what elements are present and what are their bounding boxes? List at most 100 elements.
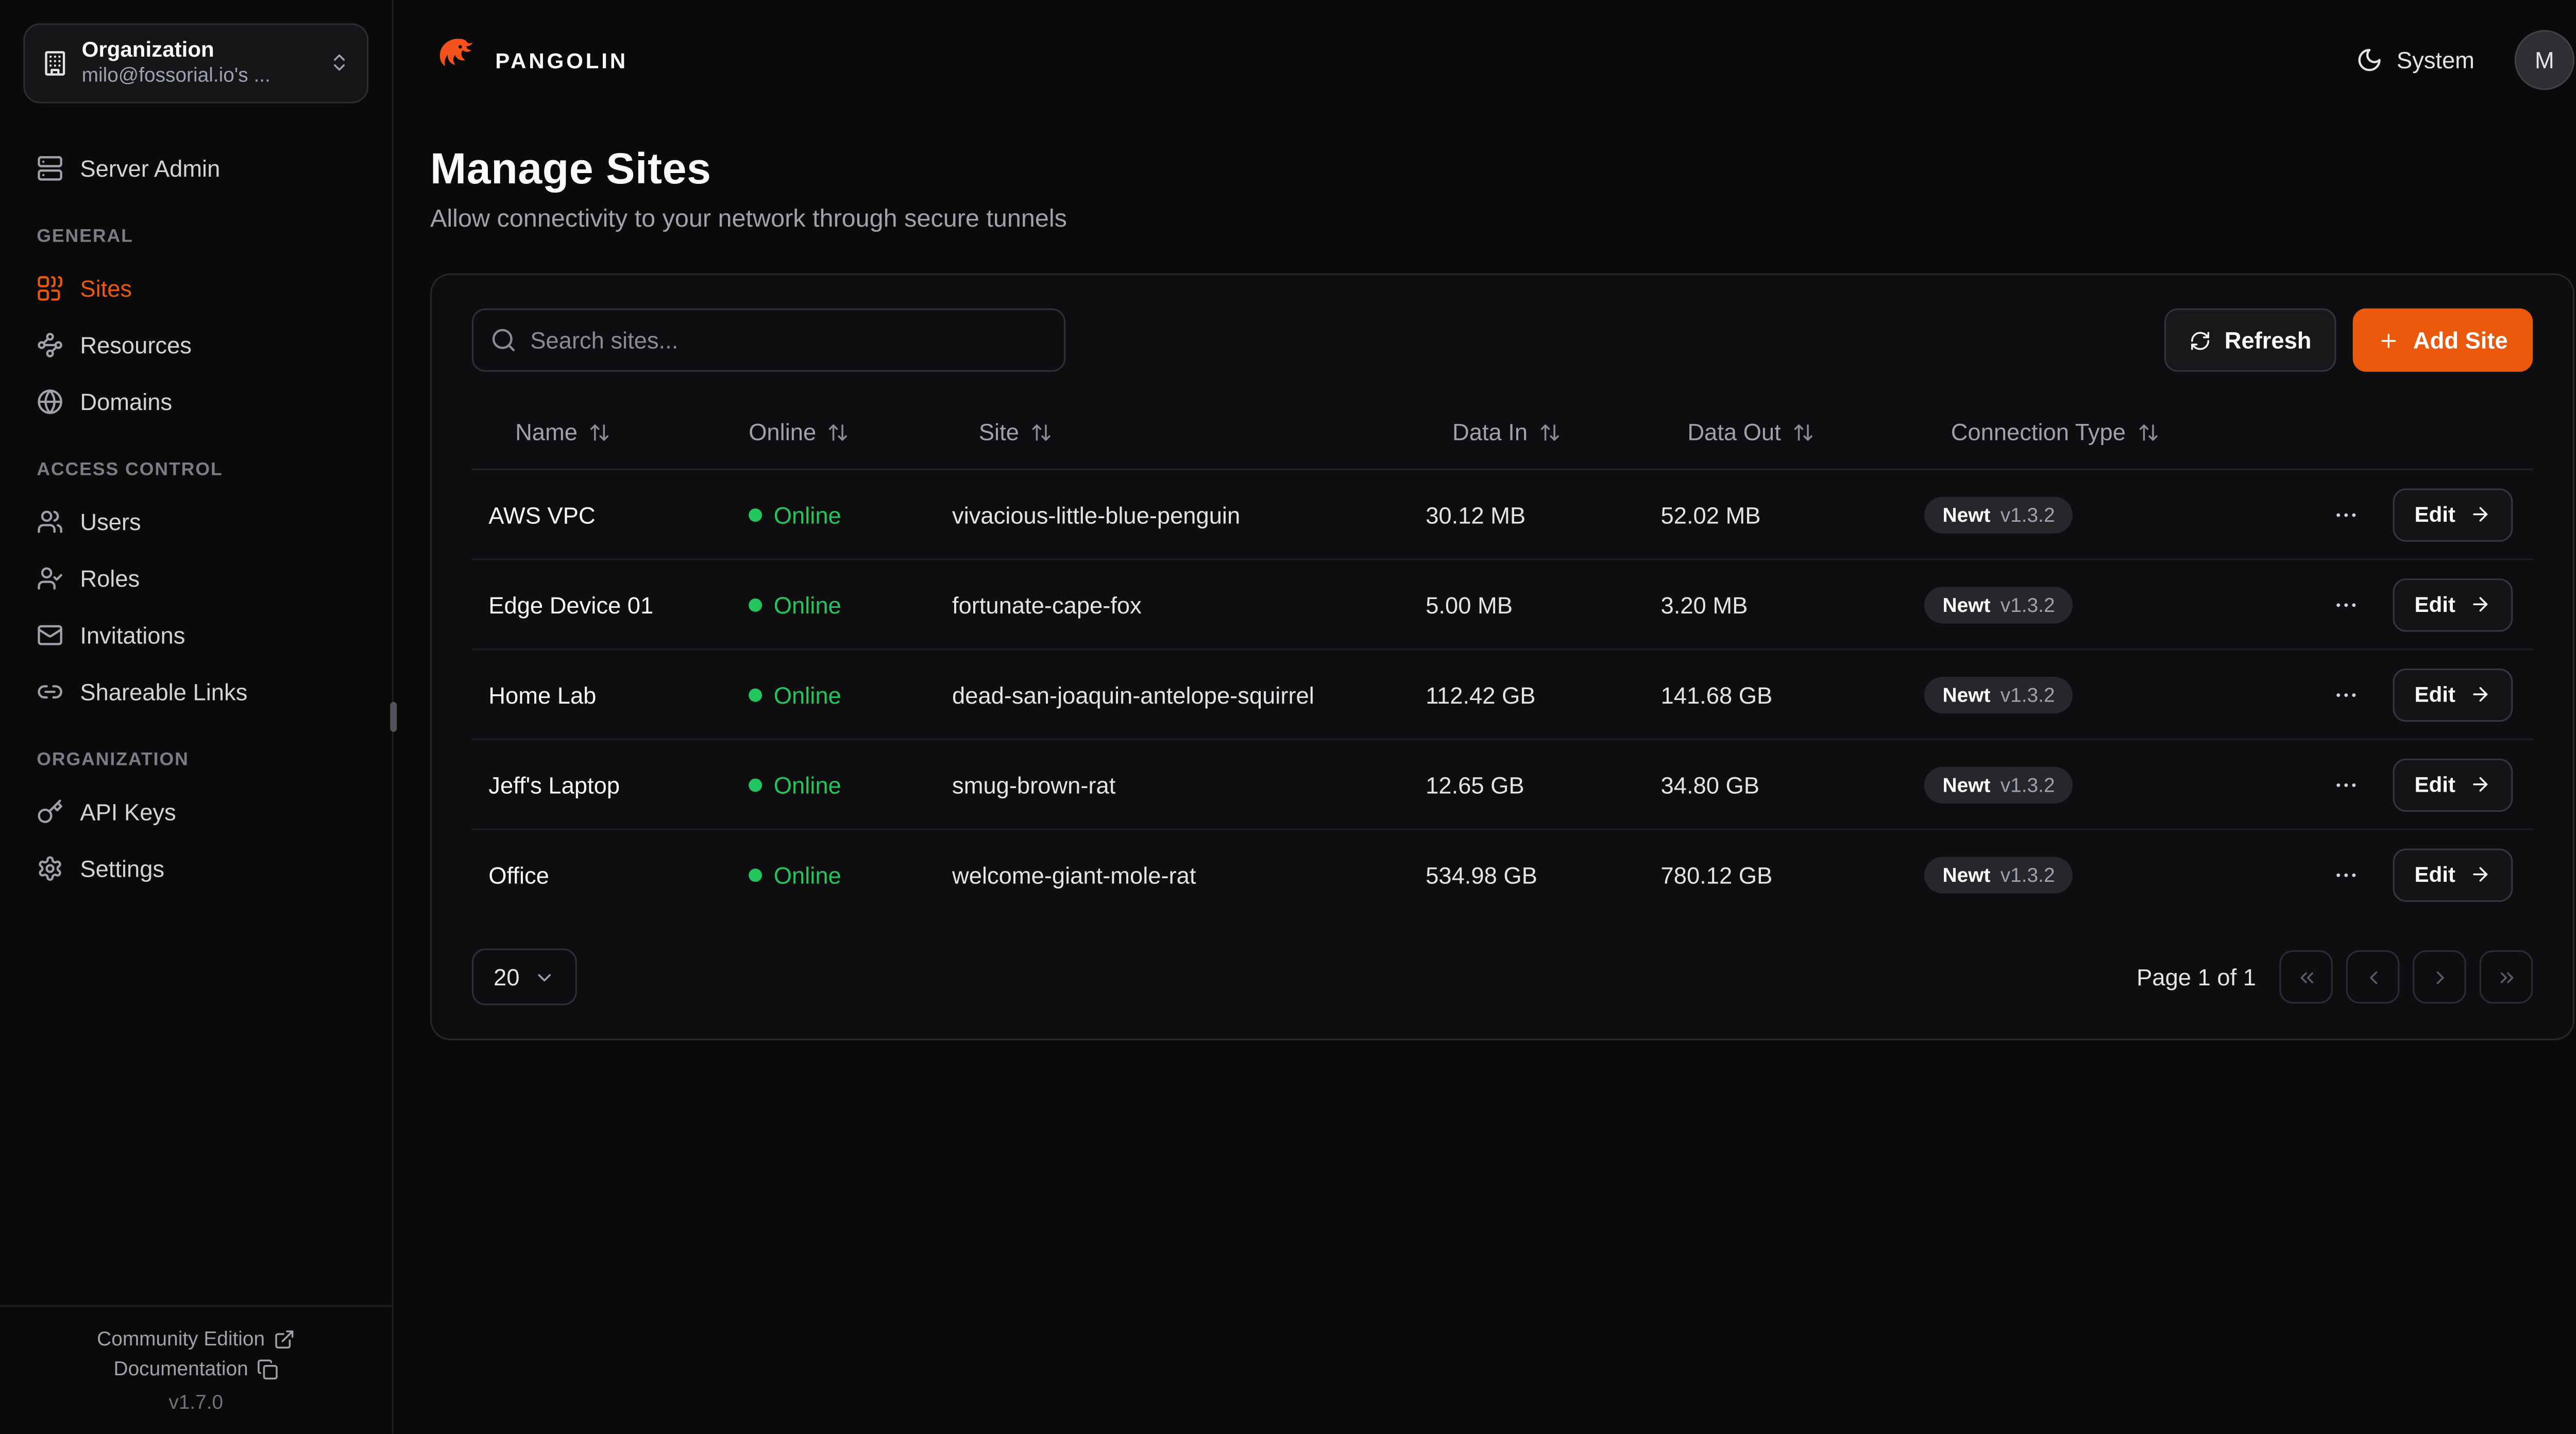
edit-button[interactable]: Edit [2393,577,2512,631]
prev-page-button[interactable] [2346,950,2400,1004]
ellipsis-icon [2336,692,2356,696]
row-menu-button[interactable] [2326,494,2366,535]
online-label: Online [773,861,841,888]
sidebar-item-server-admin[interactable]: Server Admin [23,140,368,196]
page-subtitle: Allow connectivity to your network throu… [430,205,1067,234]
sidebar-footer: Community Edition Documentation v1.7.0 [0,1305,392,1433]
connection-name: Newt [1942,592,1991,616]
edit-button[interactable]: Edit [2393,847,2512,901]
docs-icon [257,1358,278,1379]
connection-name: Newt [1942,862,1991,886]
sidebar-item-roles[interactable]: Roles [23,550,368,607]
row-menu-cell [2326,584,2393,624]
avatar[interactable]: M [2514,30,2575,90]
online-label: Online [773,771,841,798]
edit-button[interactable]: Edit [2393,668,2512,721]
org-picker[interactable]: Organization milo@fossorial.io's ... [23,23,369,104]
online-dot-icon [749,598,762,611]
documentation-link[interactable]: Documentation [114,1357,279,1380]
main-area: PANGOLIN System M Manage Sites Allow con… [394,0,2576,1433]
col-header-online[interactable]: Online [722,418,952,445]
org-title: Organization [81,37,214,62]
chevron-left-icon [2369,970,2377,983]
sidebar-resize-handle[interactable] [390,702,397,732]
ellipsis-icon [2336,602,2356,606]
refresh-label: Refresh [2224,327,2312,354]
connection-version: v1.3.2 [2000,682,2055,706]
col-header-data-in[interactable]: Data In [1426,418,1660,445]
sidebar-item-domains[interactable]: Domains [23,373,368,430]
last-page-button[interactable] [2479,950,2533,1004]
site-tunnel-cell: vivacious-little-blue-penguin [952,501,1241,528]
col-header-data-out[interactable]: Data Out [1661,418,1924,445]
community-edition-link[interactable]: Community Edition [97,1327,295,1351]
row-menu-cell [2326,674,2393,714]
row-menu-button[interactable] [2326,764,2366,805]
col-header-label: Connection Type [1951,418,2126,446]
sidebar-item-settings[interactable]: Settings [23,840,368,897]
sort-icon [1541,423,1560,440]
edit-button[interactable]: Edit [2393,487,2512,541]
page-size-select[interactable]: 20 [471,948,577,1005]
mail-icon [38,625,62,645]
connection-version: v1.3.2 [2000,592,2055,616]
sidebar-item-sites[interactable]: Sites [23,260,368,316]
chevrons-left-icon [2299,971,2313,983]
theme-label: System [2396,46,2475,74]
sidebar-item-label: Users [80,508,141,535]
row-menu-button[interactable] [2326,855,2366,895]
refresh-button[interactable]: Refresh [2164,308,2337,372]
site-tunnel-cell: welcome-giant-mole-rat [952,861,1196,888]
sidebar-item-label: Domains [80,388,173,415]
page-title: Manage Sites [430,143,711,194]
connection-type-cell: Newt v1.3.2 [1924,856,2325,893]
connection-name: Newt [1942,682,1991,706]
brand-logo[interactable]: PANGOLIN [430,35,628,85]
col-header-connection-type[interactable]: Connection Type [1924,418,2325,445]
row-actions-cell: Edit [2393,668,2533,721]
site-tunnel-cell: smug-brown-rat [952,771,1116,798]
data-in-cell: 12.65 GB [1426,771,1524,798]
theme-toggle-button[interactable]: System [2347,45,2485,75]
row-menu-button[interactable] [2326,674,2366,714]
connection-badge: Newt v1.3.2 [1924,766,2074,803]
online-label: Online [773,501,841,528]
plus-icon [2381,333,2397,348]
table-body: AWS VPC Online vivacious-little-blue-pen… [471,470,2533,919]
table-header-row: Name Online Site Data In Data Out Connec… [471,395,2533,470]
search-input[interactable] [471,308,1066,372]
first-page-button[interactable] [2279,950,2333,1004]
sites-table: Name Online Site Data In Data Out Connec… [471,395,2533,919]
online-label: Online [773,591,841,618]
users-icon [38,510,62,533]
ellipsis-icon [2336,782,2356,787]
sidebar-item-api-keys[interactable]: API Keys [23,783,368,840]
sidebar-item-shareable-links[interactable]: Shareable Links [23,663,368,720]
link-icon [38,685,62,698]
data-out-cell: 3.20 MB [1660,591,1748,618]
arrow-right-icon [2472,687,2487,702]
connection-version: v1.3.2 [2000,773,2055,796]
col-header-site[interactable]: Site [952,418,1426,445]
user-check-icon [38,567,62,590]
arrow-right-icon [2472,867,2487,882]
brand-name: PANGOLIN [495,47,629,73]
sidebar-item-invitations[interactable]: Invitations [23,607,368,663]
row-menu-button[interactable] [2326,584,2366,624]
next-page-button[interactable] [2413,950,2466,1004]
connection-type-cell: Newt v1.3.2 [1924,496,2325,533]
col-header-name[interactable]: Name [472,418,722,445]
sidebar-item-resources[interactable]: Resources [23,316,368,373]
pagination: Page 1 of 1 [2137,950,2533,1004]
sidebar-item-users[interactable]: Users [23,493,368,550]
add-site-button[interactable]: Add Site [2353,308,2533,372]
edit-button[interactable]: Edit [2393,757,2512,811]
sort-icon [829,423,848,440]
external-link-icon [275,1329,293,1348]
site-status-cell: Online [722,771,952,798]
refresh-icon [2191,331,2210,349]
gear-icon [39,856,61,881]
site-name-cell: Jeff's Laptop [488,771,620,798]
site-status-cell: Online [722,591,952,618]
table-row: Office Online welcome-giant-mole-rat 534… [472,830,2533,919]
